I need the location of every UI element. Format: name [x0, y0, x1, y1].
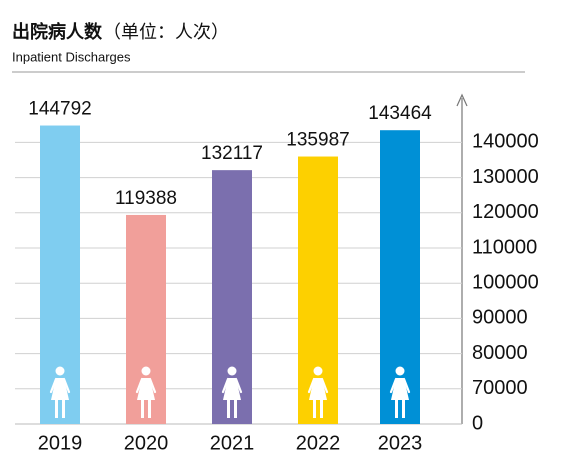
icon-arms	[307, 377, 329, 394]
icon-arms	[135, 377, 157, 394]
icon-leg	[148, 400, 151, 418]
icon-body	[137, 378, 155, 400]
value-label: 132117	[201, 143, 263, 164]
y-tick-label: 100000	[472, 271, 539, 293]
person-icon	[49, 366, 71, 418]
icon-head	[395, 366, 405, 376]
y-axis-arrow	[456, 93, 468, 107]
icon-leg	[55, 400, 58, 418]
y-tick-label: 140000	[472, 131, 539, 153]
chart-subtitle: Inpatient Discharges	[12, 49, 131, 64]
value-label: 144792	[28, 99, 91, 120]
icon-body	[51, 378, 69, 400]
icon-leg	[227, 400, 230, 418]
x-tick-label: 2019	[38, 432, 83, 454]
icon-body	[223, 378, 241, 400]
chart-title: 出院病人数	[12, 21, 103, 42]
x-tick-label: 2022	[296, 432, 341, 454]
y-tick-label: 80000	[472, 342, 528, 364]
x-tick-label: 2020	[124, 432, 169, 454]
icon-leg	[402, 400, 405, 418]
person-icon	[135, 366, 157, 418]
icon-arms	[221, 377, 243, 394]
value-label: 143464	[368, 103, 432, 124]
icon-leg	[141, 400, 144, 418]
icon-leg	[395, 400, 398, 418]
y-tick-label: 90000	[472, 307, 528, 329]
icon-head	[227, 366, 237, 376]
person-icon	[221, 366, 243, 418]
y-tick-label: 110000	[472, 236, 537, 258]
icon-arms	[49, 377, 71, 394]
x-tick-label: 2023	[378, 432, 423, 454]
icon-arms	[389, 377, 411, 394]
icon-leg	[62, 400, 65, 418]
icon-leg	[313, 400, 316, 418]
icon-head	[141, 366, 151, 376]
y-tick-label: 120000	[472, 201, 539, 223]
icon-head	[55, 366, 65, 376]
y-tick-label: 70000	[472, 377, 528, 399]
icon-head	[313, 366, 323, 376]
person-icon	[389, 366, 411, 418]
icon-leg	[320, 400, 323, 418]
x-tick-label: 2021	[210, 432, 255, 454]
y-tick-label: 0	[472, 412, 483, 434]
icon-body	[391, 378, 409, 400]
chart-unit: （单位：人次）	[103, 22, 229, 42]
value-label: 135987	[286, 130, 349, 151]
icon-body	[309, 378, 327, 400]
y-tick-label: 130000	[472, 166, 539, 188]
icon-leg	[234, 400, 237, 418]
person-icon	[307, 366, 329, 418]
value-label: 119388	[115, 188, 177, 209]
